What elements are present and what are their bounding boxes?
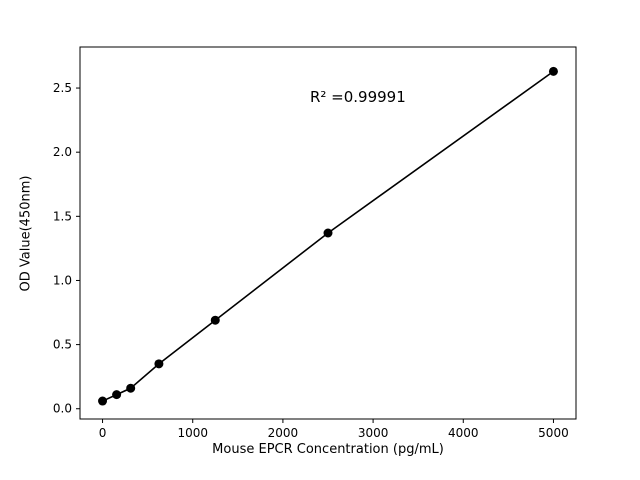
y-tick-label: 2.5	[53, 81, 72, 95]
x-tick-label: 4000	[448, 426, 479, 440]
x-tick-label: 2000	[268, 426, 299, 440]
y-tick-label: 1.5	[53, 209, 72, 223]
data-point	[154, 359, 164, 369]
y-tick-label: 0.0	[53, 402, 72, 416]
y-axis-label: OD Value(450nm)	[18, 175, 34, 292]
data-point	[548, 66, 558, 76]
x-tick-label: 0	[99, 426, 107, 440]
data-point	[112, 390, 122, 400]
y-tick-label: 0.5	[53, 338, 72, 352]
data-point	[98, 396, 108, 406]
data-point	[210, 315, 220, 325]
plot-border	[79, 46, 577, 420]
x-tick-label: 5000	[538, 426, 569, 440]
r-squared-annotation: R² =0.99991	[309, 88, 406, 107]
x-tick-label: 3000	[358, 426, 389, 440]
data-point	[126, 383, 136, 393]
y-tick-label: 1.0	[53, 273, 72, 287]
x-tick-label: 1000	[177, 426, 208, 440]
x-axis-label: Mouse EPCR Concentration (pg/mL)	[212, 442, 444, 457]
y-tick-label: 2.0	[53, 145, 72, 159]
data-point	[323, 228, 333, 238]
